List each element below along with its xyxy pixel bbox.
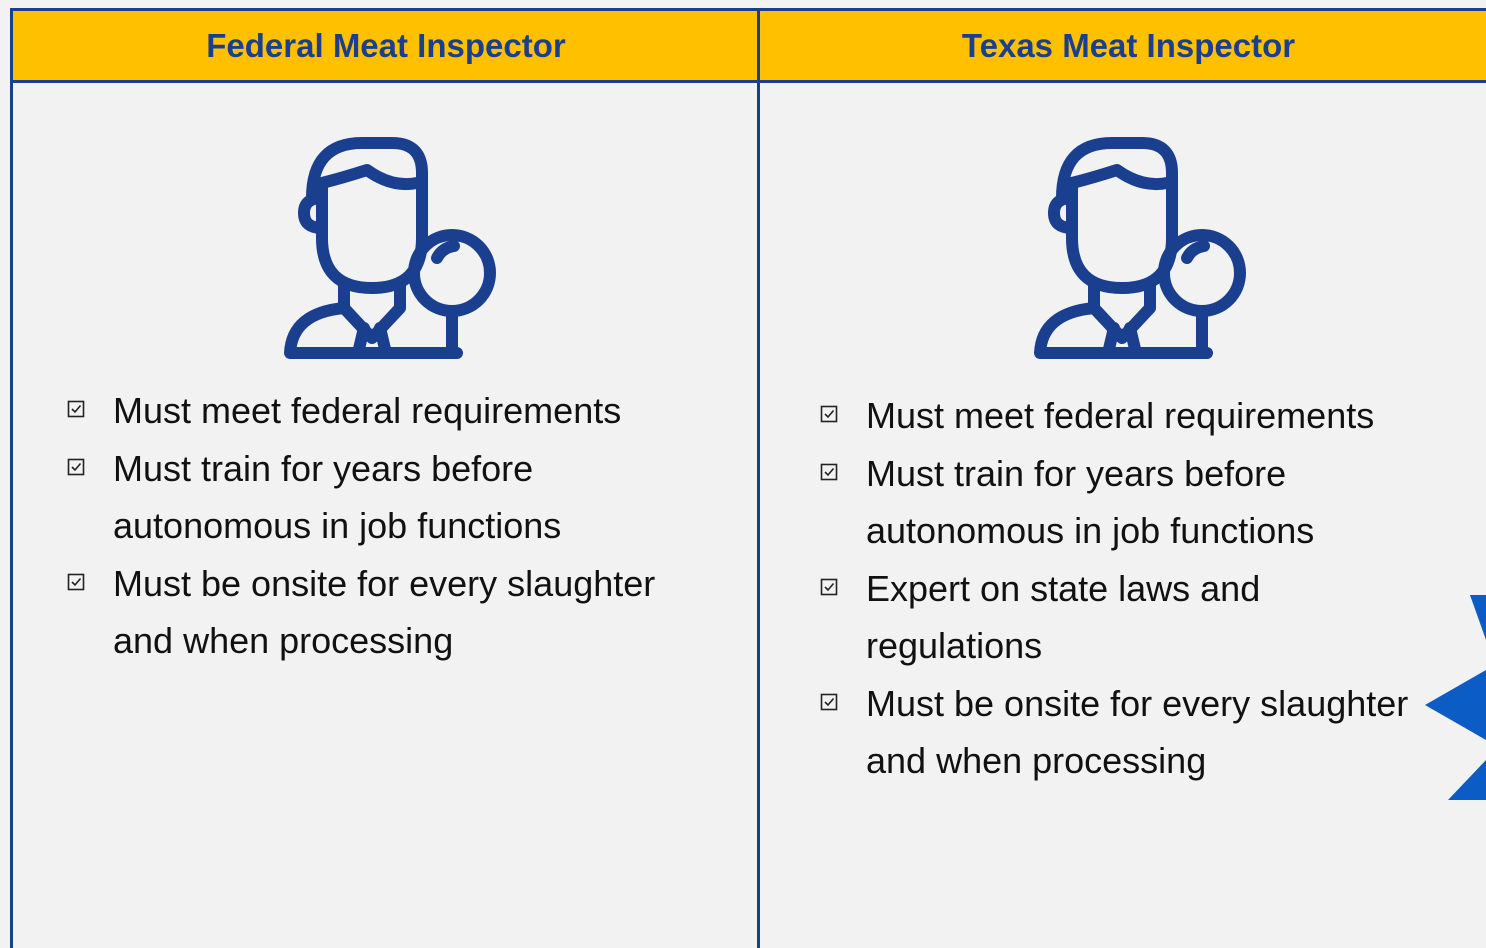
checkbox-bullet [820, 405, 838, 423]
bullet-item: Must be onsite for every slaughter and w… [67, 555, 693, 670]
inspector-icon [284, 137, 496, 359]
bullet-text: Expert on state laws and regulations [866, 567, 1261, 667]
bullet-item: Must be onsite for every slaughter and w… [820, 675, 1446, 790]
checkbox-bullet [820, 463, 838, 480]
bullet-text: Must train for years before autonomous i… [866, 452, 1315, 552]
checkbox-bullet [67, 400, 85, 418]
bullet-list: Must meet federal requirements Must train… [820, 387, 1446, 790]
checkbox-bullet [820, 693, 838, 710]
checkbox-bullet [67, 573, 85, 590]
column-header: Texas Meat Inspector [760, 8, 1486, 83]
bullet-item: Must train for years before autonomous i… [67, 440, 693, 555]
column: Texas Meat Inspector [757, 8, 1486, 948]
bullet-text: Must train for years before autonomous i… [113, 447, 562, 547]
checkbox-bullet [67, 458, 85, 475]
bullet-text: Must meet federal requirements [866, 395, 1375, 436]
bullet-text: Must be onsite for every slaughter and w… [866, 682, 1409, 782]
column: Federal Meat Inspector [10, 8, 759, 948]
bullet-item: Must meet federal requirements [67, 382, 693, 440]
bullet-item: Expert on state laws and regulations [820, 560, 1446, 675]
checkbox-bullet [820, 578, 838, 595]
bullet-list: Must meet federal requirements Must train… [67, 382, 693, 670]
inspector-icon [1034, 137, 1246, 359]
bullet-item: Must train for years before autonomous i… [820, 445, 1446, 560]
decorative-arrows [1425, 595, 1486, 800]
bullet-text: Must meet federal requirements [113, 390, 622, 431]
bullet-text: Must be onsite for every slaughter and w… [113, 562, 656, 662]
column-header: Federal Meat Inspector [13, 8, 759, 83]
bullet-item: Must meet federal requirements [820, 387, 1446, 445]
